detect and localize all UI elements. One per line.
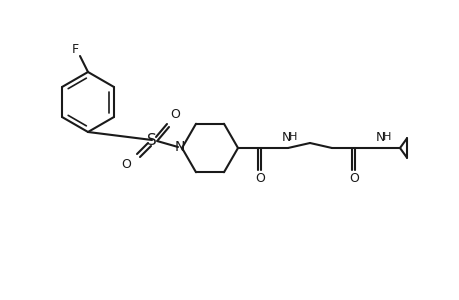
Text: F: F [71,43,78,56]
Text: N: N [281,130,290,143]
Text: H: H [382,132,390,142]
Text: O: O [121,158,131,170]
Text: H: H [288,132,297,142]
Text: O: O [254,172,264,184]
Text: O: O [348,172,358,184]
Text: O: O [170,107,179,121]
Text: S: S [147,133,157,148]
Text: N: N [174,140,185,154]
Text: N: N [375,130,384,143]
